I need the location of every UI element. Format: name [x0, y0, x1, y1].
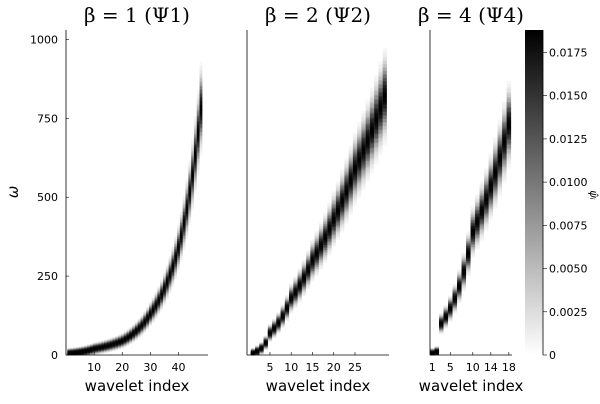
heatmap-cell: [289, 283, 293, 284]
heatmap-cell: [126, 329, 129, 330]
heatmap-cell: [180, 211, 183, 212]
heatmap-cell: [323, 212, 327, 213]
heatmap-cell: [264, 335, 268, 336]
heatmap-cell: [336, 181, 340, 182]
heatmap-cell: [174, 236, 177, 237]
heatmap-cell: [166, 264, 169, 265]
heatmap-cells: [251, 47, 387, 355]
heatmap-cell: [138, 318, 141, 319]
heatmap-cell: [306, 250, 310, 251]
heatmap-cell: [155, 292, 158, 293]
heatmap-cell: [141, 315, 144, 316]
heatmap-cell: [293, 276, 297, 277]
heatmap-panel-1: 10 20 30 40 0 250 500 750 1000 β = 1 (Ψ1) wavelet …: [4, 3, 208, 395]
heatmap-cell: [310, 239, 314, 240]
heatmap-cell: [135, 322, 138, 323]
heatmap-cell: [183, 195, 186, 196]
heatmap-cell: [132, 324, 135, 325]
heatmap-cell: [272, 319, 276, 320]
heatmap-cell: [281, 304, 285, 305]
heatmap-cell: [112, 337, 115, 338]
heatmap-cell: [340, 170, 344, 171]
y-tick-label: 250: [37, 270, 58, 283]
heatmap-cell: [315, 231, 319, 232]
heatmap-cell: [327, 202, 331, 203]
heatmap-cell: [118, 334, 121, 335]
x-tick-label: 30: [143, 361, 157, 374]
x-tick-label: 40: [171, 361, 185, 374]
heatmap-cell: [332, 191, 336, 192]
heatmap-cell: [285, 295, 289, 296]
heatmap-cell: [319, 222, 323, 223]
heatmap-cell: [163, 272, 166, 273]
heatmap-cell: [200, 62, 203, 64]
heatmap-cell: [143, 311, 146, 312]
heatmap-cell: [160, 279, 163, 280]
heatmap-cell: [146, 307, 149, 308]
heatmap-cells: [67, 62, 202, 355]
heatmap-cell: [157, 286, 160, 287]
heatmap-cell: [268, 324, 272, 325]
heatmap-cell: [302, 260, 306, 261]
heatmap-cell: [107, 339, 110, 340]
heatmap-cell: [177, 224, 180, 225]
x-axis-label: wavelet index: [85, 377, 190, 395]
y-axis-label: ω: [4, 186, 22, 199]
heatmap-cell: [298, 268, 302, 269]
x-tick-label: 20: [115, 361, 129, 374]
y-tick-label: 1000: [30, 33, 58, 46]
y-tick-label: 500: [37, 191, 58, 204]
x-tick-label: 10: [87, 361, 101, 374]
heatmap-cell: [197, 91, 200, 93]
heatmap-cell: [121, 333, 124, 334]
heatmap-cell: [169, 256, 172, 257]
heatmap-cell: [152, 297, 155, 298]
y-tick-label: 0: [51, 349, 58, 362]
heatmap-cell: [276, 312, 280, 313]
heatmap-cell: [124, 331, 127, 332]
heatmap-cell: [186, 179, 189, 180]
heatmap-cell: [171, 246, 174, 247]
y-tick-label: 750: [37, 112, 58, 125]
heatmap-cell: [129, 327, 132, 328]
heatmap-cell: [188, 160, 191, 161]
heatmap-cell: [194, 116, 197, 117]
heatmap-cell: [149, 302, 152, 303]
heatmap-cell: [115, 336, 118, 337]
heatmap-cell: [110, 338, 113, 339]
heatmap-cell: [191, 139, 194, 140]
panel-title: β = 1 (Ψ1): [84, 3, 190, 27]
